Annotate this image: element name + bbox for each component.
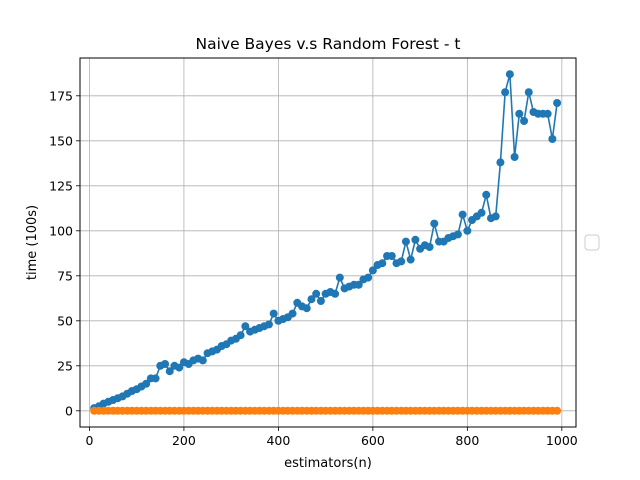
data-point xyxy=(331,289,340,298)
data-point xyxy=(198,356,207,365)
ticks: 0 200 400 600 800 1000 0 25 50 75 100 125 150 175 xyxy=(49,88,578,448)
y-tick-label: 0 xyxy=(65,403,73,418)
data-point xyxy=(316,297,325,305)
data-point xyxy=(505,70,514,79)
data-point xyxy=(463,226,472,235)
data-point xyxy=(165,367,174,376)
y-axis-label: time (100s) xyxy=(25,205,40,280)
data-point xyxy=(142,379,151,388)
data-point xyxy=(364,273,373,282)
data-point xyxy=(312,289,321,298)
plot-frame xyxy=(79,57,577,428)
x-tick-label: 1000 xyxy=(546,433,578,448)
data-point xyxy=(548,135,557,143)
data-point xyxy=(458,210,467,219)
data-point xyxy=(241,322,250,331)
data-point xyxy=(524,88,533,97)
data-point xyxy=(553,99,562,107)
data-point xyxy=(302,304,311,313)
x-tick-label: 800 xyxy=(455,433,479,448)
data-point xyxy=(425,243,434,251)
x-tick-label: 400 xyxy=(266,433,290,448)
series-1 xyxy=(90,70,562,413)
data-point xyxy=(520,117,529,125)
data-point xyxy=(406,255,415,264)
data-point xyxy=(553,406,562,415)
series-2 xyxy=(90,406,562,415)
data-point xyxy=(161,360,170,368)
data-point xyxy=(397,257,406,266)
series-layer xyxy=(90,70,562,415)
data-point xyxy=(368,266,377,275)
x-axis-label: estimators(n) xyxy=(284,456,372,471)
y-tick-label: 75 xyxy=(57,268,73,283)
data-point xyxy=(175,363,184,372)
y-tick-label: 25 xyxy=(57,358,73,373)
data-point xyxy=(430,219,439,228)
data-point xyxy=(510,153,519,161)
data-point xyxy=(269,309,278,318)
data-point xyxy=(354,280,363,289)
data-point xyxy=(151,374,160,383)
data-point xyxy=(501,88,510,97)
data-point xyxy=(401,237,410,246)
data-point xyxy=(482,190,491,199)
data-point xyxy=(453,230,462,239)
data-point xyxy=(288,309,297,318)
x-tick-label: 600 xyxy=(361,433,385,448)
data-point xyxy=(491,212,500,221)
data-point xyxy=(515,109,524,118)
data-point xyxy=(307,295,316,304)
x-tick-label: 0 xyxy=(85,433,93,448)
legend-box xyxy=(584,234,600,251)
data-point xyxy=(411,235,420,244)
y-tick-label: 125 xyxy=(49,178,73,193)
data-point xyxy=(236,331,245,340)
y-tick-label: 150 xyxy=(49,133,73,148)
data-point xyxy=(335,273,344,282)
data-point xyxy=(543,109,552,118)
y-tick-label: 175 xyxy=(49,88,73,103)
x-tick-label: 200 xyxy=(172,433,196,448)
data-point xyxy=(496,158,505,167)
y-tick-label: 50 xyxy=(57,313,73,328)
data-point xyxy=(477,208,486,217)
data-point xyxy=(264,320,273,329)
chart-title: Naive Bayes v.s Random Forest - t xyxy=(196,35,461,53)
data-point xyxy=(378,259,387,268)
y-tick-label: 100 xyxy=(49,223,73,238)
data-point xyxy=(387,252,396,260)
